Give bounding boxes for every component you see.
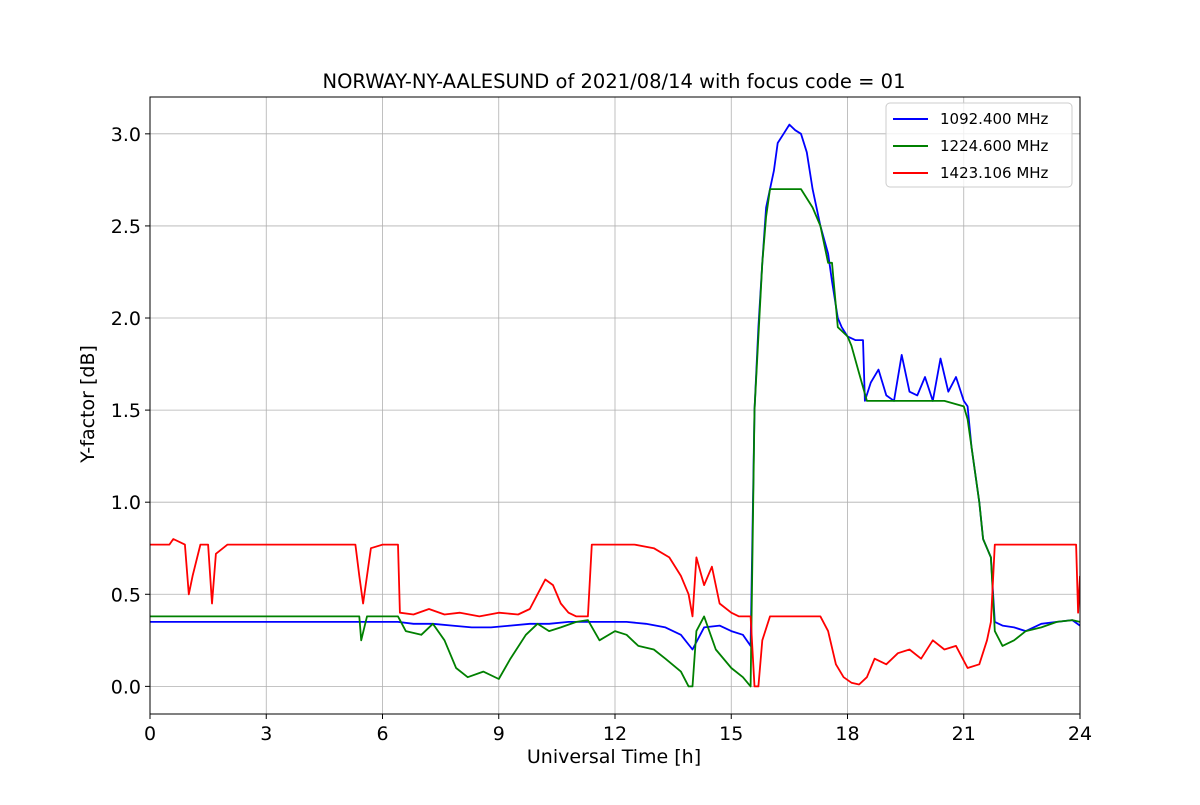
- x-tick-label: 15: [719, 723, 743, 745]
- x-tick-label: 12: [603, 723, 627, 745]
- series-line-1423-106: [150, 538, 1080, 688]
- y-axis-label: Y-factor [dB]: [77, 345, 99, 464]
- y-tick-label: 2.0: [111, 308, 141, 330]
- x-axis-label: Universal Time [h]: [527, 746, 701, 768]
- x-tick-label: 24: [1068, 723, 1092, 745]
- legend-label: 1092.400 MHz: [940, 110, 1049, 128]
- y-tick-label: 1.0: [111, 492, 141, 514]
- y-tick-label: 1.5: [111, 400, 141, 422]
- series-lines: [150, 123, 1080, 688]
- legend-label: 1423.106 MHz: [940, 164, 1049, 182]
- x-tick-label: 21: [952, 723, 976, 745]
- legend-box: [885, 102, 1073, 188]
- y-tick-label: 0.5: [111, 584, 141, 606]
- series-line-1224-600: [150, 188, 1080, 688]
- legend: 1092.400 MHz 1224.600 MHz 1423.106 MHz: [885, 102, 1073, 188]
- x-tick-label: 3: [260, 723, 272, 745]
- chart-title: NORWAY-NY-AALESUND of 2021/08/14 with fo…: [323, 70, 906, 93]
- x-tick-label: 0: [144, 723, 156, 745]
- x-tick-label: 18: [835, 723, 859, 745]
- y-tick-label: 3.0: [111, 124, 141, 146]
- x-tick-label: 9: [493, 723, 505, 745]
- y-tick-label: 0.0: [111, 676, 141, 698]
- legend-label: 1224.600 MHz: [940, 137, 1049, 155]
- x-tick-label: 6: [376, 723, 388, 745]
- axis-ticks: 0 3 6 9 12 15 18 21 24 0.0 0.5 1.0 1.5 2.0 2.5 3.0: [111, 124, 1092, 745]
- y-tick-label: 2.5: [111, 216, 141, 238]
